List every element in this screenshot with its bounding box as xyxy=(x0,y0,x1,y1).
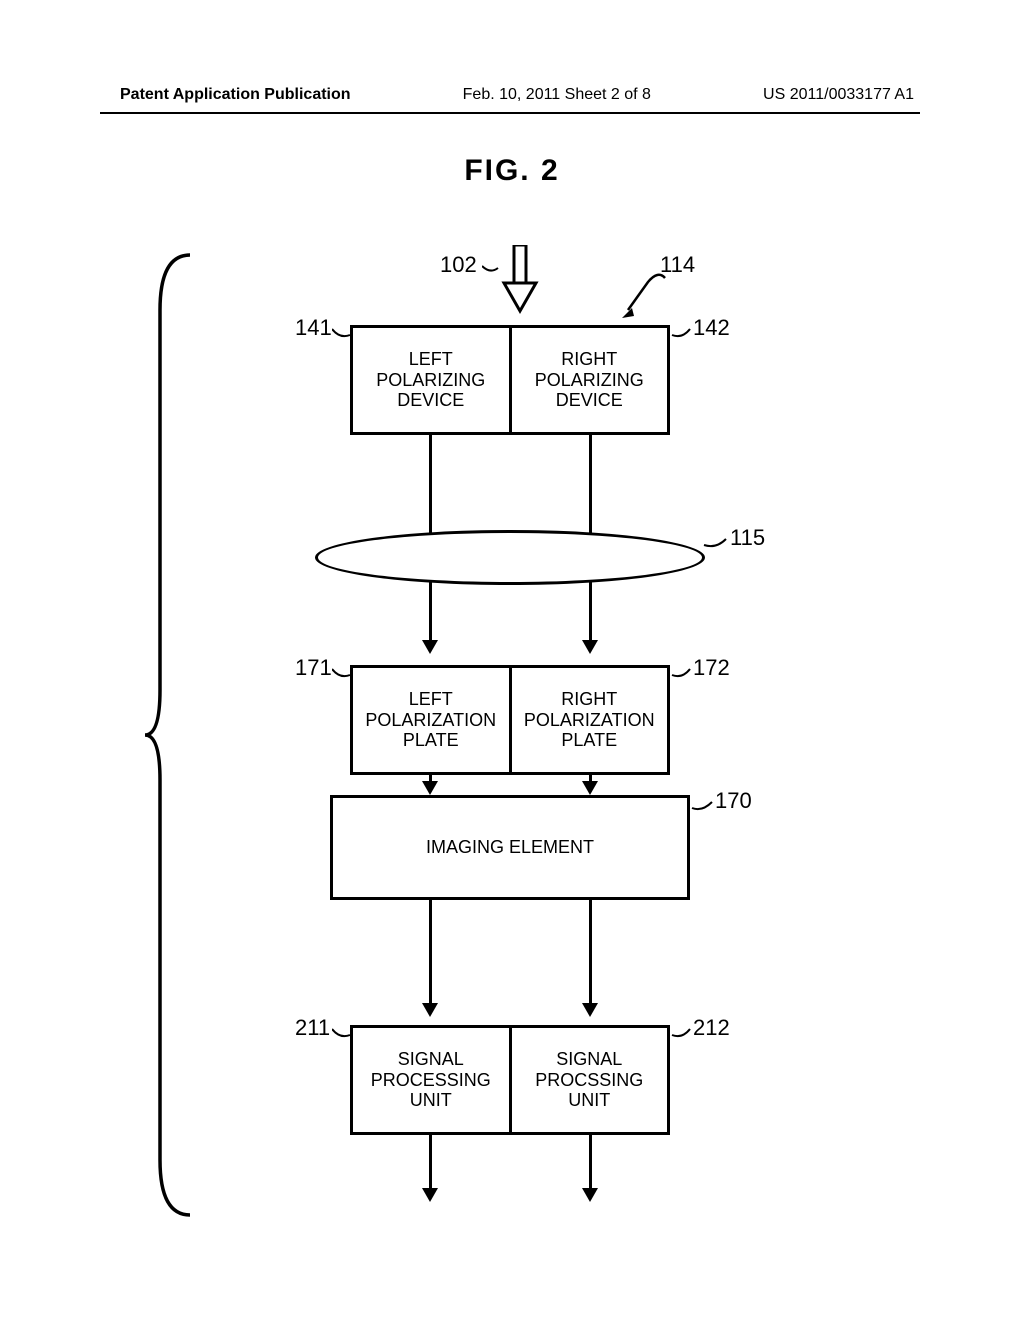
arrowhead-p2r-img xyxy=(582,781,598,795)
leader-171 xyxy=(332,665,352,683)
diagram-area: 102 114 LEFT POLARIZING DEVICE RIGHT POL… xyxy=(140,230,900,1250)
line-img-p3r xyxy=(589,900,592,1005)
header-rule xyxy=(100,112,920,114)
leader-142 xyxy=(670,325,692,343)
line-lens-p2r xyxy=(589,582,592,642)
arrowhead-out-r xyxy=(582,1188,598,1202)
arrowhead-out-l xyxy=(422,1188,438,1202)
right-polarization-plate-label: RIGHT POLARIZATION PLATE xyxy=(524,689,655,751)
polarization-plate-pair: LEFT POLARIZATION PLATE RIGHT POLARIZATI… xyxy=(350,665,670,775)
line-p1r-lens xyxy=(589,435,592,535)
signal-processing-right-label: SIGNAL PROCSSING UNIT xyxy=(535,1049,643,1111)
line-out-l xyxy=(429,1135,432,1190)
ref-170: 170 xyxy=(715,788,752,814)
arrowhead-lens-p2r xyxy=(582,640,598,654)
header-left: Patent Application Publication xyxy=(120,86,351,104)
arrowhead-img-p3r xyxy=(582,1003,598,1017)
left-polarizing-device-label: LEFT POLARIZING DEVICE xyxy=(376,349,485,411)
figure-title: FIG. 2 xyxy=(0,154,1024,188)
arrowhead-img-p3l xyxy=(422,1003,438,1017)
line-lens-p2l xyxy=(429,582,432,642)
left-polarization-plate-block: LEFT POLARIZATION PLATE xyxy=(353,668,509,772)
leader-211 xyxy=(332,1025,352,1043)
signal-processing-right-block: SIGNAL PROCSSING UNIT xyxy=(512,1028,668,1132)
input-arrow-icon xyxy=(500,245,540,315)
ref-211: 211 xyxy=(295,1015,330,1041)
left-polarization-plate-label: LEFT POLARIZATION PLATE xyxy=(365,689,496,751)
right-polarizing-device-label: RIGHT POLARIZING DEVICE xyxy=(535,349,644,411)
ref-141: 141 xyxy=(295,315,332,341)
curly-brace-icon xyxy=(140,250,200,1220)
line-out-r xyxy=(589,1135,592,1190)
signal-processing-pair: SIGNAL PROCESSING UNIT SIGNAL PROCSSING … xyxy=(350,1025,670,1135)
header-right: US 2011/0033177 A1 xyxy=(763,86,914,104)
imaging-element-block: IMAGING ELEMENT xyxy=(330,795,690,900)
leader-115 xyxy=(702,535,728,553)
signal-processing-left-block: SIGNAL PROCESSING UNIT xyxy=(353,1028,509,1132)
header-middle: Feb. 10, 2011 Sheet 2 of 8 xyxy=(463,86,651,104)
ref-102: 102 xyxy=(440,252,477,278)
leader-172 xyxy=(670,665,692,683)
leader-102 xyxy=(482,260,502,280)
right-polarization-plate-block: RIGHT POLARIZATION PLATE xyxy=(512,668,668,772)
leader-114-icon xyxy=(620,270,670,320)
page-header: Patent Application Publication Feb. 10, … xyxy=(0,86,1024,104)
imaging-element-label: IMAGING ELEMENT xyxy=(426,837,594,858)
ref-171: 171 xyxy=(295,655,332,681)
line-img-p3l xyxy=(429,900,432,1005)
ref-172: 172 xyxy=(693,655,730,681)
signal-processing-left-label: SIGNAL PROCESSING UNIT xyxy=(371,1049,491,1111)
leader-212 xyxy=(670,1025,692,1043)
leader-141 xyxy=(332,325,352,343)
ref-142: 142 xyxy=(693,315,730,341)
line-p1l-lens xyxy=(429,435,432,535)
ref-115: 115 xyxy=(730,525,765,551)
right-polarizing-device-block: RIGHT POLARIZING DEVICE xyxy=(512,328,668,432)
ref-212: 212 xyxy=(693,1015,730,1041)
left-polarizing-device-block: LEFT POLARIZING DEVICE xyxy=(353,328,509,432)
polarizing-device-pair: LEFT POLARIZING DEVICE RIGHT POLARIZING … xyxy=(350,325,670,435)
lens-ellipse xyxy=(315,530,705,585)
arrowhead-p2l-img xyxy=(422,781,438,795)
arrowhead-lens-p2l xyxy=(422,640,438,654)
leader-170 xyxy=(690,798,714,816)
